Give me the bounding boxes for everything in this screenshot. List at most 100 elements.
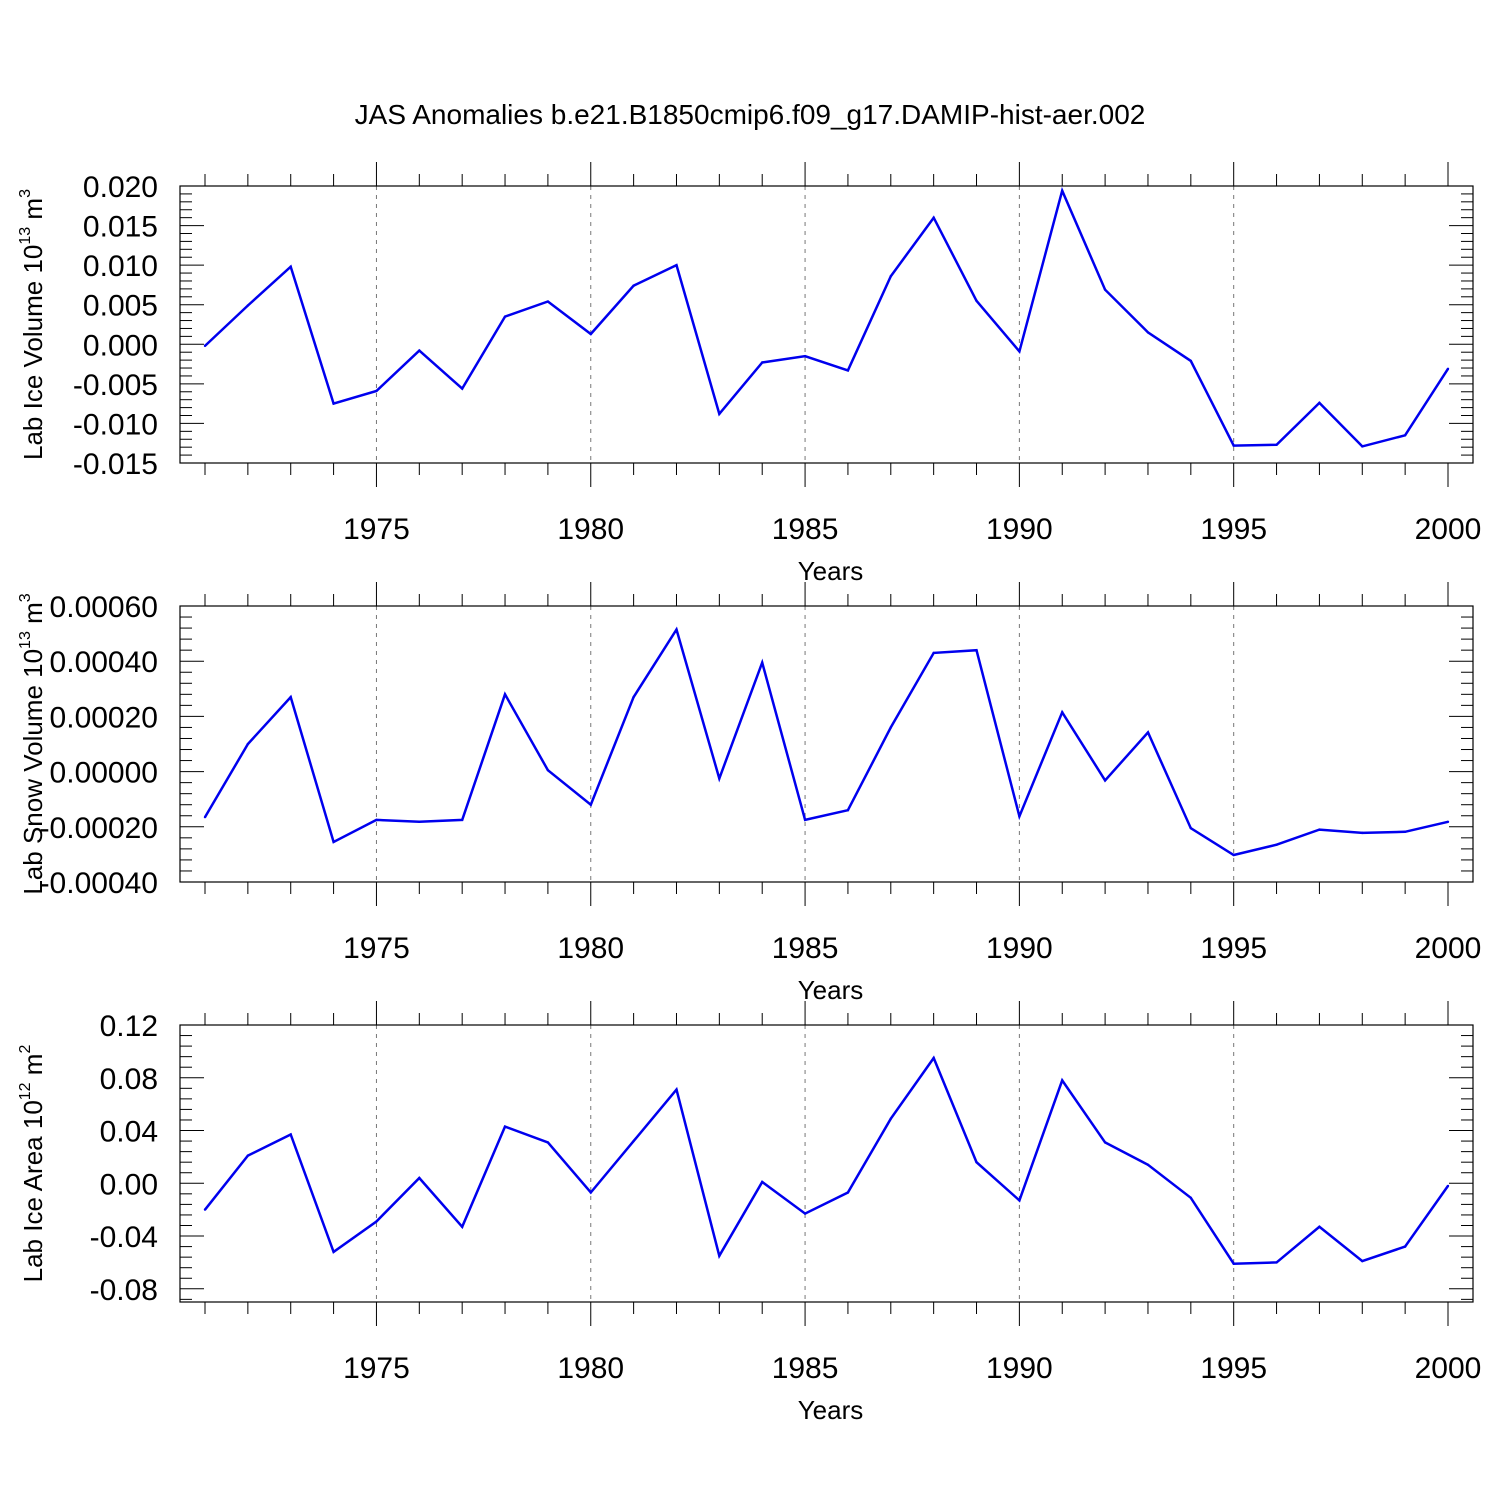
data-point	[1061, 189, 1064, 192]
data-point	[546, 300, 550, 303]
data-point	[1146, 731, 1150, 734]
y-tick-label: 0.04	[100, 1116, 158, 1149]
panel-2: -0.00040 -0.00020 0.00000 0.00020 0.00040 0.0…	[17, 582, 1481, 1005]
data-point	[289, 1133, 292, 1136]
data-point	[846, 809, 850, 812]
data-point	[1232, 444, 1235, 447]
data-point	[1061, 711, 1064, 714]
data-point	[203, 1208, 207, 1211]
data-point	[589, 803, 592, 806]
data-point	[1018, 350, 1021, 353]
y-tick-label: 0.015	[83, 211, 158, 244]
data-point	[1103, 779, 1107, 782]
data-point	[460, 818, 464, 822]
data-point	[589, 332, 592, 336]
y-axis-title: Lab Ice Area 1012 m2	[17, 1045, 48, 1283]
data-point	[418, 1176, 421, 1180]
data-point	[1318, 1225, 1321, 1229]
data-point	[1361, 1259, 1364, 1263]
data-point	[718, 412, 721, 416]
data-point	[503, 315, 507, 318]
data-point	[332, 840, 335, 844]
data-point	[1103, 288, 1107, 291]
y-axis-title-unit-power: 3	[17, 593, 34, 602]
x-tick-label: 1990	[986, 1352, 1053, 1385]
y-tick-label: 0.00020	[50, 701, 158, 734]
data-point	[932, 651, 935, 655]
x-tick-label: 1995	[1200, 513, 1267, 546]
data-point	[889, 1117, 892, 1120]
y-tick-label: -0.010	[73, 408, 158, 441]
y-axis-title-unit: m	[18, 198, 48, 227]
data-point	[803, 1212, 807, 1215]
y-axis-title-exponent: 12	[17, 1082, 34, 1100]
data-point	[1446, 367, 1450, 371]
data-point	[1275, 843, 1278, 846]
data-point	[1446, 820, 1450, 824]
data-point	[1403, 1245, 1407, 1248]
data-point	[332, 1250, 335, 1254]
data-point	[761, 1180, 764, 1184]
data-point	[1103, 1141, 1107, 1144]
series-line	[204, 1055, 1450, 1265]
y-axis-title-label: Lab Ice Volume 10	[18, 245, 48, 460]
y-tick-label: 0.00	[100, 1168, 158, 1201]
data-point	[1275, 1261, 1278, 1264]
data-point	[803, 818, 807, 822]
chart-title: JAS Anomalies b.e21.B1850cmip6.f09_g17.D…	[355, 99, 1146, 130]
x-tick-label: 1975	[343, 513, 410, 546]
data-point	[632, 1139, 635, 1143]
x-tick-label: 1985	[772, 932, 839, 965]
y-tick-label: 0.12	[100, 1010, 158, 1043]
x-axis-title: Years	[798, 556, 864, 586]
x-tick-label: 1985	[772, 1352, 839, 1385]
data-point	[203, 344, 207, 348]
y-axis-title-label: Lab Ice Area 10	[18, 1100, 48, 1282]
data-point	[1361, 831, 1364, 835]
data-point	[761, 361, 764, 364]
data-point	[1232, 1262, 1235, 1265]
y-axis-title-unit-power: 2	[17, 1045, 34, 1054]
panel-3: -0.08 -0.04 0.00 0.04 0.08 0.12 1975 1980 1985 19…	[17, 1001, 1481, 1425]
series-line	[204, 186, 1450, 448]
data-point	[375, 389, 378, 393]
y-tick-label: 0.005	[83, 290, 158, 323]
plot-frame	[179, 1024, 1474, 1303]
y-tick-label: 0.08	[100, 1063, 158, 1096]
data-point	[675, 1088, 678, 1091]
data-point	[1061, 1079, 1064, 1082]
data-point	[1232, 853, 1235, 857]
x-tick-label: 1980	[557, 932, 624, 965]
y-tick-label: -0.04	[90, 1221, 158, 1254]
y-tick-label: -0.015	[73, 448, 158, 481]
data-point	[1189, 826, 1193, 830]
x-tick-label: 1975	[343, 932, 410, 965]
x-tick-label: 2000	[1415, 513, 1482, 546]
y-axis-title-unit: m	[18, 1054, 48, 1083]
data-point	[589, 1191, 592, 1194]
data-point	[203, 815, 207, 819]
data-point	[1146, 331, 1150, 334]
data-point	[932, 216, 935, 219]
y-axis-title-exponent: 13	[17, 227, 34, 245]
data-point	[375, 818, 378, 822]
data-point	[932, 1056, 935, 1060]
x-tick-label: 1990	[986, 932, 1053, 965]
y-axis-title-exponent: 13	[17, 631, 34, 649]
y-tick-label: 0.020	[83, 171, 158, 204]
y-tick-label: 0.010	[83, 250, 158, 283]
data-point	[803, 354, 807, 358]
data-point	[503, 1125, 507, 1128]
data-point	[675, 263, 678, 267]
data-point	[418, 820, 421, 824]
series-line	[203, 626, 1449, 857]
data-point	[1275, 443, 1278, 446]
data-point	[289, 265, 292, 268]
data-point	[375, 1220, 378, 1223]
data-point	[246, 1154, 250, 1157]
data-point	[975, 299, 978, 302]
data-point	[1146, 1163, 1150, 1167]
data-point	[889, 275, 892, 278]
